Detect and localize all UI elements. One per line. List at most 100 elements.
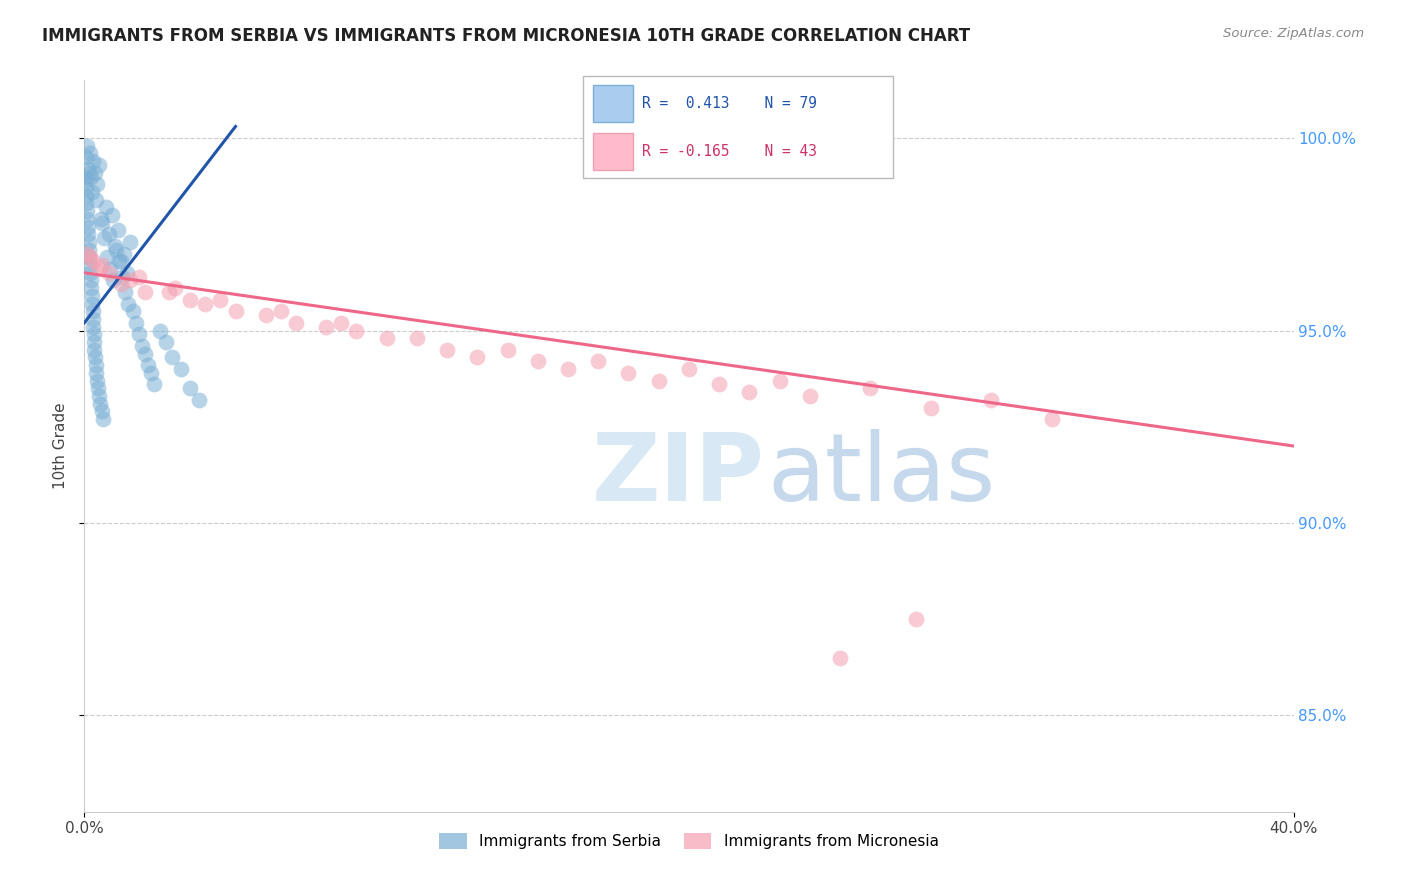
Point: [76, 196, 98, 211]
Point: [112, 246, 135, 260]
Point: [89, 397, 111, 411]
Point: [86, 193, 108, 207]
Point: [134, 285, 156, 299]
FancyBboxPatch shape: [593, 85, 633, 122]
Point: [73, 173, 96, 187]
Point: [84, 166, 107, 180]
Point: [118, 273, 141, 287]
Point: [104, 239, 127, 253]
Point: [90, 404, 112, 418]
Point: [96, 251, 118, 265]
Point: [330, 316, 353, 330]
Point: [82, 254, 104, 268]
Point: [118, 235, 141, 249]
Point: [79, 251, 101, 265]
Point: [179, 381, 201, 395]
Point: [128, 327, 150, 342]
Point: [77, 161, 100, 176]
Point: [769, 374, 792, 388]
Point: [157, 285, 180, 299]
Point: [110, 277, 132, 292]
Point: [209, 293, 232, 307]
Point: [315, 319, 337, 334]
Point: [82, 296, 104, 310]
Point: [111, 269, 134, 284]
Point: [82, 154, 104, 169]
Point: [86, 374, 108, 388]
Point: [87, 381, 110, 395]
Point: [125, 316, 148, 330]
Point: [84, 366, 107, 380]
Point: [165, 281, 187, 295]
Point: [75, 188, 97, 202]
Point: [91, 412, 114, 426]
Text: R =  0.413    N = 79: R = 0.413 N = 79: [643, 96, 817, 111]
Point: [76, 246, 98, 260]
Point: [80, 289, 103, 303]
Point: [82, 304, 104, 318]
Point: [830, 650, 852, 665]
Point: [77, 227, 100, 242]
Point: [76, 211, 98, 226]
Point: [904, 612, 927, 626]
Point: [588, 354, 610, 368]
Point: [80, 169, 103, 184]
Point: [527, 354, 550, 368]
Point: [94, 200, 117, 214]
Point: [98, 261, 121, 276]
Point: [285, 316, 308, 330]
Point: [270, 304, 292, 318]
Point: [77, 235, 100, 249]
Point: [84, 351, 107, 365]
Point: [82, 312, 104, 326]
Point: [117, 296, 139, 310]
Text: atlas: atlas: [768, 429, 995, 521]
Point: [90, 211, 112, 226]
Point: [115, 266, 138, 280]
Point: [225, 304, 247, 318]
Point: [79, 266, 101, 280]
Point: [170, 362, 193, 376]
Point: [406, 331, 429, 345]
Text: ZIP: ZIP: [592, 429, 765, 521]
Point: [1040, 412, 1063, 426]
Point: [114, 285, 136, 299]
Point: [617, 366, 640, 380]
Point: [79, 258, 101, 272]
Point: [77, 166, 100, 180]
Point: [91, 258, 114, 272]
Point: [89, 158, 111, 172]
Point: [134, 346, 156, 360]
Text: Source: ZipAtlas.com: Source: ZipAtlas.com: [1223, 27, 1364, 40]
Point: [128, 269, 150, 284]
Point: [375, 331, 398, 345]
Point: [97, 266, 120, 280]
FancyBboxPatch shape: [593, 133, 633, 170]
Point: [110, 254, 132, 268]
Y-axis label: 10th Grade: 10th Grade: [52, 402, 67, 490]
Point: [678, 362, 700, 376]
Point: [75, 169, 97, 184]
Point: [93, 231, 115, 245]
Point: [101, 273, 124, 287]
Point: [136, 358, 159, 372]
Point: [709, 377, 731, 392]
Point: [346, 324, 368, 338]
Point: [194, 296, 217, 310]
FancyBboxPatch shape: [583, 76, 893, 178]
Point: [108, 254, 131, 268]
Point: [859, 381, 882, 395]
Point: [648, 374, 671, 388]
Point: [100, 208, 122, 222]
Point: [87, 389, 110, 403]
Point: [76, 204, 98, 219]
Point: [131, 339, 153, 353]
Point: [121, 304, 143, 318]
Point: [80, 185, 103, 199]
Point: [76, 219, 98, 234]
Text: R = -0.165    N = 43: R = -0.165 N = 43: [643, 145, 817, 160]
Point: [496, 343, 519, 357]
Point: [254, 308, 277, 322]
Legend: Immigrants from Serbia, Immigrants from Micronesia: Immigrants from Serbia, Immigrants from …: [433, 827, 945, 855]
Point: [84, 358, 107, 372]
